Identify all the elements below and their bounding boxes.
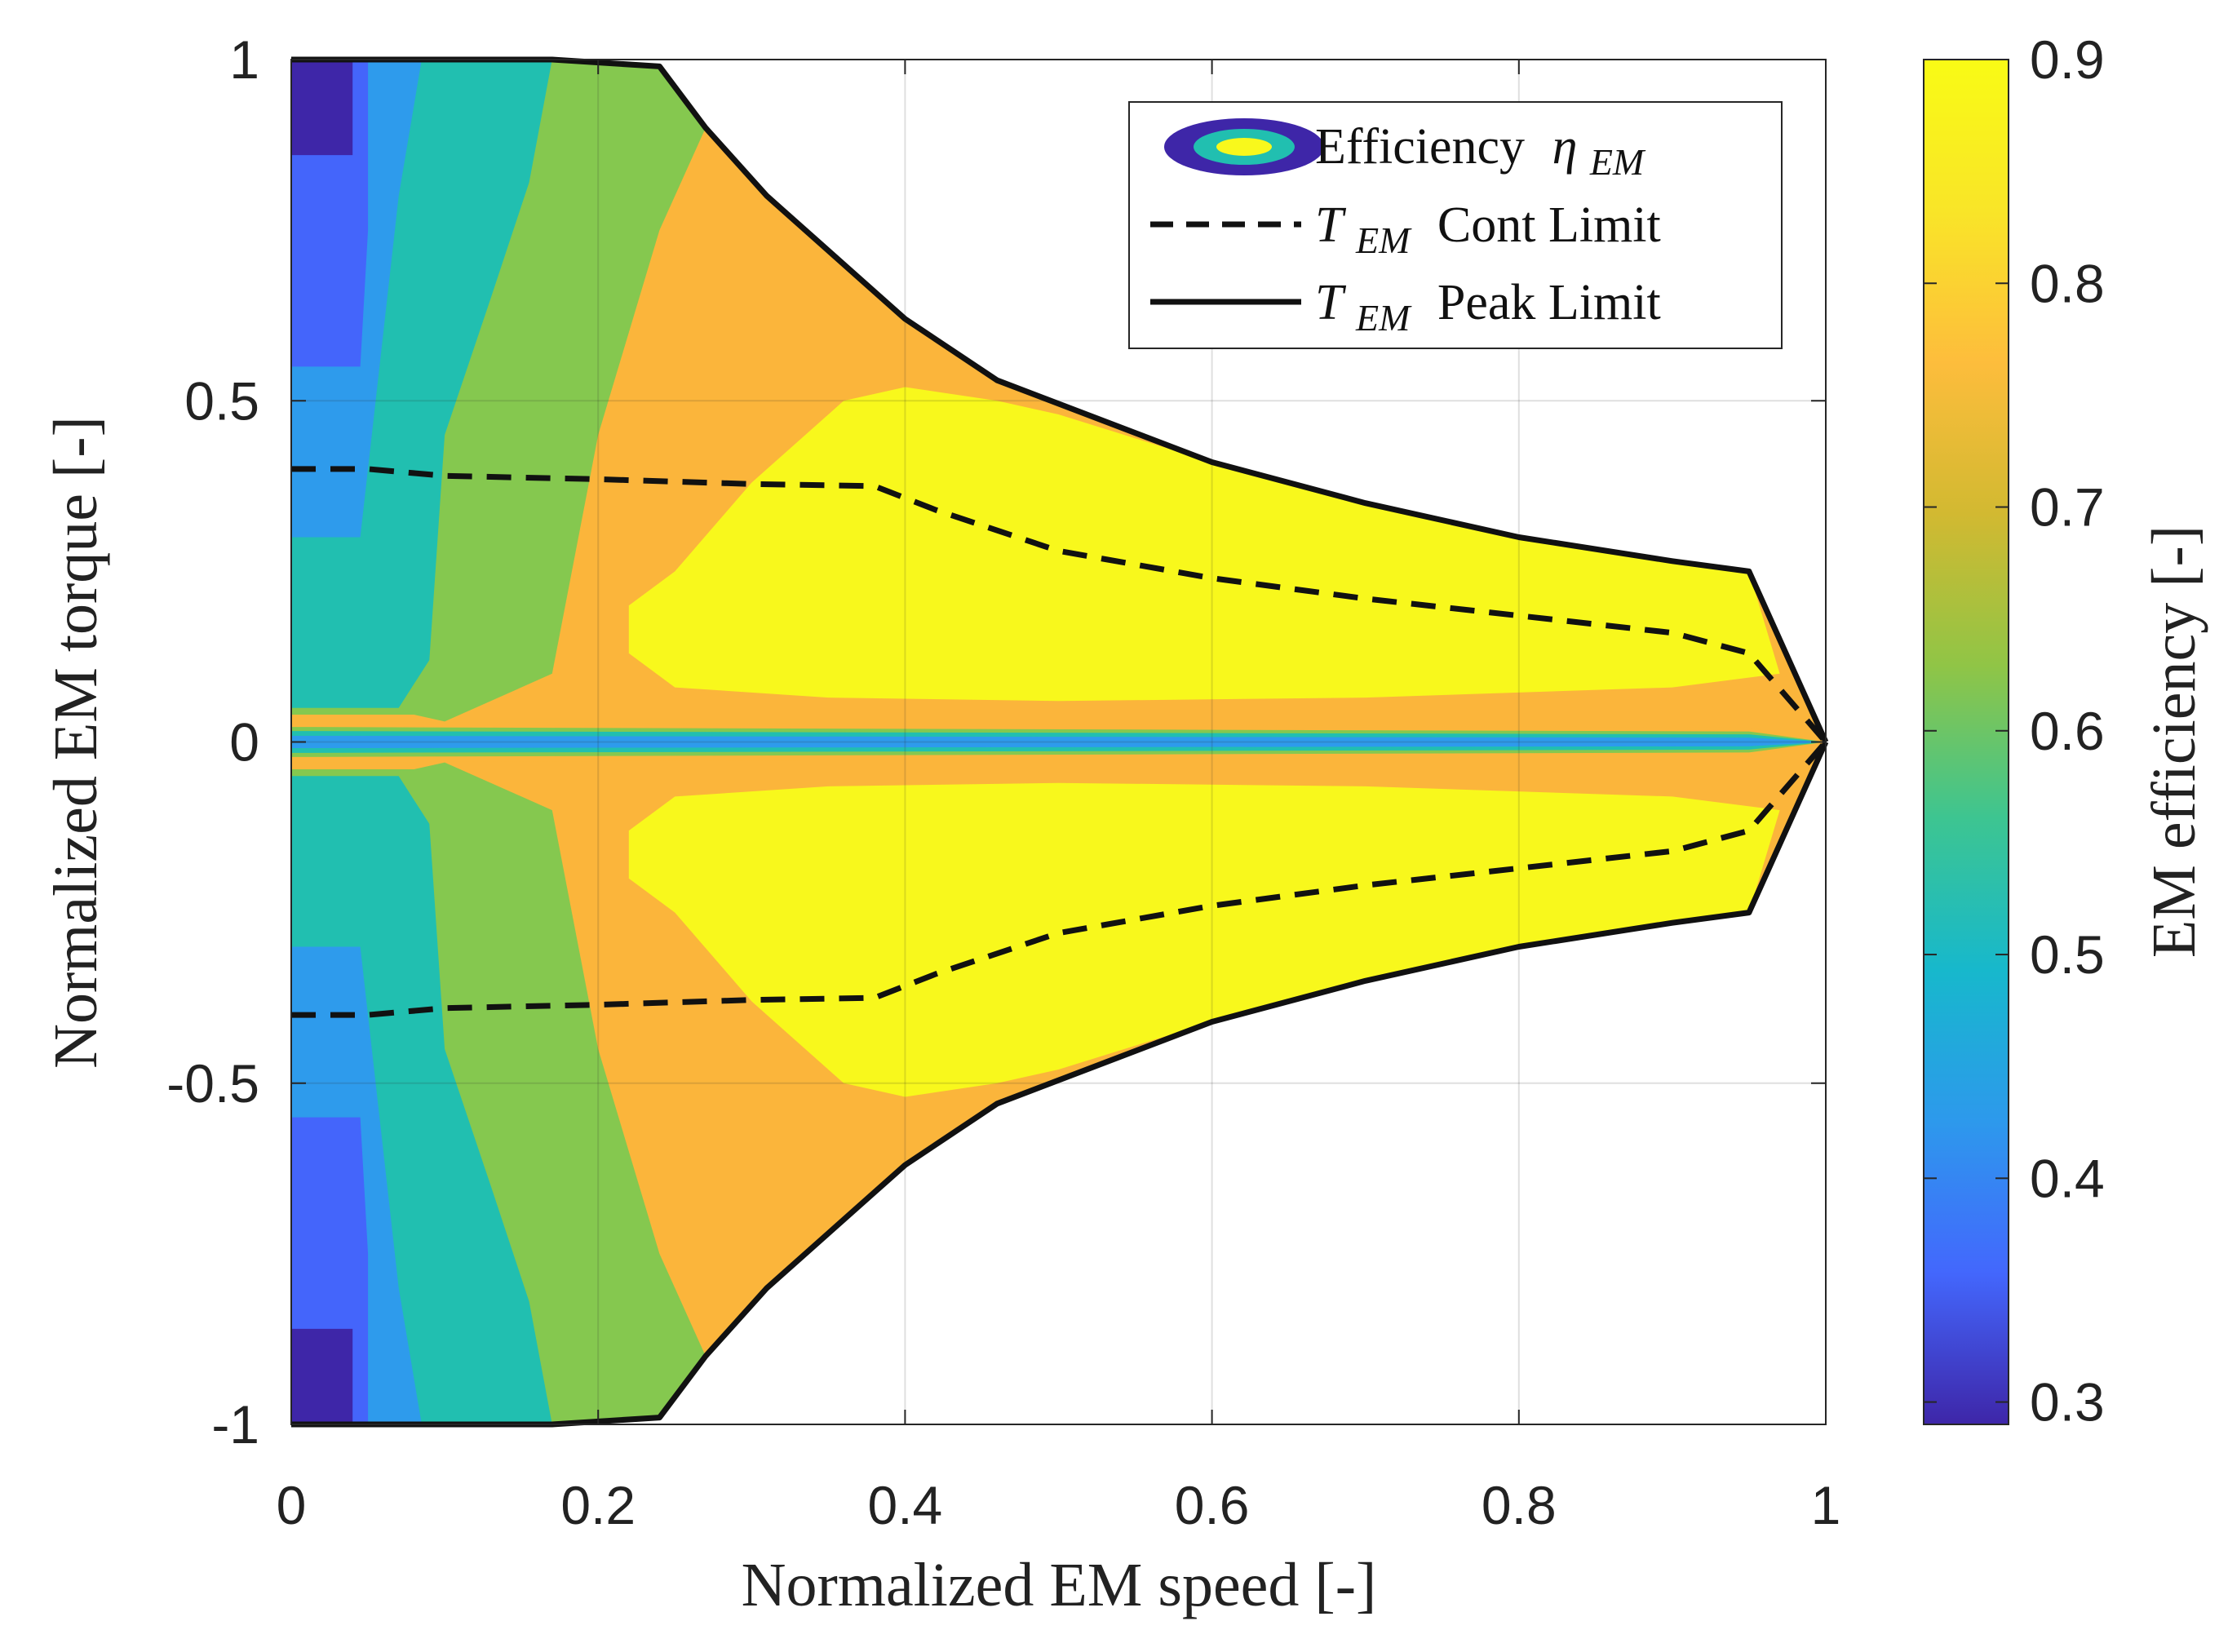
contour-region-090-upper xyxy=(628,387,1780,702)
x-tick-label: 0.8 xyxy=(1482,1475,1557,1535)
colorbar: 0.9 0.8 0.7 0.6 0.5 0.4 0.3 EM efficiency [-] xyxy=(1923,29,2208,1433)
colorbar-tick-label: 0.8 xyxy=(2030,253,2105,313)
contour-region-033-lower xyxy=(291,1328,353,1424)
svg-text:Efficiency η E: Efficiency η EM xyxy=(1315,119,1646,183)
legend-t-symbol: T xyxy=(1315,197,1347,253)
x-tick-label: 0.4 xyxy=(868,1475,943,1535)
legend-eta-subscript: EM xyxy=(1589,141,1646,183)
legend-label-peak-limit: Peak Limit xyxy=(1437,275,1661,330)
colorbar-tick-label: 0.7 xyxy=(2030,477,2105,538)
legend-label-cont-limit: Cont Limit xyxy=(1437,197,1661,253)
x-tick-label: 1 xyxy=(1811,1475,1841,1535)
x-axis-ticks: 0 0.2 0.4 0.6 0.8 1 xyxy=(277,60,1841,1535)
legend-t-symbol: T xyxy=(1315,275,1347,330)
legend-t-subscript: EM xyxy=(1355,297,1412,339)
colorbar-tick-label: 0.3 xyxy=(2030,1372,2105,1433)
legend-entry-efficiency: Efficiency η EM xyxy=(1164,118,1646,183)
legend-entry-peak-limit: T EM Peak Limit xyxy=(1150,275,1661,342)
colorbar-ticks: 0.9 0.8 0.7 0.6 0.5 0.4 0.3 xyxy=(1924,29,2105,1433)
peak-limit-upper xyxy=(291,56,1829,743)
y-tick-label: 1 xyxy=(229,29,259,90)
legend-t-subscript: EM xyxy=(1355,219,1412,261)
colorbar-title: EM efficiency [-] xyxy=(2140,525,2208,958)
legend-label-efficiency: Efficiency xyxy=(1315,119,1525,175)
center-band-053 xyxy=(291,736,1826,748)
x-tick-label: 0.6 xyxy=(1175,1475,1250,1535)
cont-limit-lower xyxy=(291,740,1828,1018)
colorbar-tick-label: 0.9 xyxy=(2030,29,2105,90)
legend-contour-swatch-inner xyxy=(1216,138,1272,156)
torque-limit-lines xyxy=(291,56,1829,1428)
peak-limit-lower xyxy=(291,741,1829,1428)
y-tick-label: 0 xyxy=(229,712,259,773)
colorbar-gradient xyxy=(1923,59,2009,1425)
svg-text:T EM Cont Limi: T EM Cont Limit xyxy=(1315,197,1661,264)
legend-eta-symbol: η xyxy=(1552,119,1578,175)
x-tick-label: 0.2 xyxy=(560,1475,636,1535)
contour-region-090-lower xyxy=(628,782,1780,1097)
svg-text:T EM Peak Limi: T EM Peak Limit xyxy=(1315,275,1661,342)
x-axis-title: Normalized EM speed [-] xyxy=(742,1551,1377,1619)
contour-region-033-upper xyxy=(291,60,353,156)
y-tick-label: 0.5 xyxy=(184,370,259,431)
y-tick-label: -1 xyxy=(211,1394,259,1455)
y-axis-title: Normalized EM torque [-] xyxy=(42,416,110,1069)
colorbar-tick-label: 0.6 xyxy=(2030,701,2105,761)
efficiency-contours xyxy=(291,60,1826,1424)
colorbar-tick-label: 0.4 xyxy=(2030,1148,2105,1208)
colorbar-tick-label: 0.5 xyxy=(2030,924,2105,985)
y-tick-label: -0.5 xyxy=(166,1053,259,1114)
cont-limit-upper xyxy=(291,466,1828,744)
contour-region-053 xyxy=(291,60,422,1424)
y-axis-ticks: 1 0.5 0 -0.5 -1 xyxy=(166,29,1826,1455)
legend-entry-cont-limit: T EM Cont Limit xyxy=(1150,197,1661,264)
legend: Efficiency η EM T EM Cont Limit T EM Pea… xyxy=(1128,101,1783,349)
x-tick-label: 0 xyxy=(277,1475,307,1535)
